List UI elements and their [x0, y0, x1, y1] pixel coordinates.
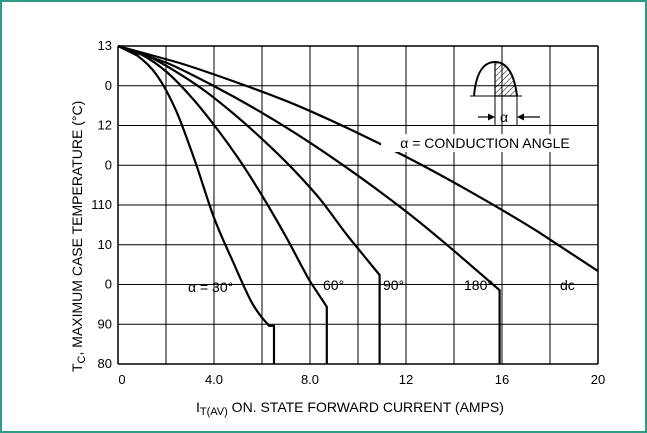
curves	[117, 44, 599, 364]
y-tick-label: 0	[105, 277, 112, 292]
inset-hatched-area	[494, 61, 518, 97]
conduction-label-bg	[381, 134, 589, 152]
series-line-0	[117, 45, 276, 364]
y-tick-label: 12	[98, 118, 112, 133]
inset-alpha-label: α	[500, 109, 508, 125]
x-axis-label: IT(AV) ON. STATE FORWARD CURRENT (AMPS)	[196, 399, 504, 418]
label-dc: dc	[560, 277, 575, 293]
x-tick-labels: 0 4.0 8.0 12 16 20	[118, 372, 605, 387]
grid	[117, 45, 599, 365]
y-axis-label-sub: C	[76, 355, 88, 363]
x-tick-label: 20	[591, 372, 605, 387]
y-tick-label: 0	[105, 78, 112, 93]
y-tick-label: 13	[98, 38, 112, 53]
series-line-2	[117, 44, 381, 364]
y-tick-label: 110	[91, 197, 112, 212]
y-axis-label: TC, MAXIMUM CASE TEMPERATURE (°C)	[69, 101, 88, 372]
y-axis-label-main: T	[69, 363, 85, 372]
series-line-3	[117, 44, 501, 364]
y-axis-label-rest: , MAXIMUM CASE TEMPERATURE (°C)	[69, 101, 85, 356]
x-tick-label: 4.0	[205, 372, 223, 387]
x-tick-label: 16	[495, 372, 509, 387]
inset-right-arrowhead	[517, 113, 524, 121]
inset-left-arrowhead	[488, 113, 495, 121]
series-line-1	[117, 44, 328, 364]
label-90: 90°	[383, 277, 404, 293]
x-tick-label: 12	[399, 372, 413, 387]
x-tick-label: 0	[118, 372, 125, 387]
conduction-angle-label: α = CONDUCTION ANGLE	[400, 135, 570, 151]
label-60: 60°	[323, 277, 344, 293]
label-alpha-30: α = 30°	[188, 279, 233, 295]
series-line-4	[117, 44, 599, 273]
y-tick-label: 80	[98, 356, 112, 371]
y-tick-label: 90	[98, 316, 112, 331]
x-axis-label-sub: T(AV)	[200, 406, 228, 418]
label-180: 180°	[464, 277, 493, 293]
x-axis-label-rest: ON. STATE FORWARD CURRENT (AMPS)	[228, 399, 504, 415]
y-tick-label: 0	[105, 157, 112, 172]
y-tick-label: 10	[98, 237, 112, 252]
x-axis-label-main: I	[196, 399, 200, 415]
conduction-angle-inset: α	[470, 60, 540, 126]
x-tick-label: 8.0	[301, 372, 319, 387]
